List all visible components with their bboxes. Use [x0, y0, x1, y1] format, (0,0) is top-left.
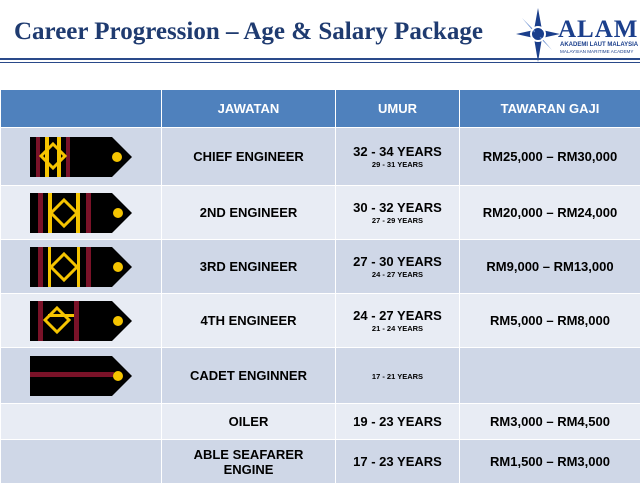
salary-value: RM5,000 – RM8,000 [460, 294, 640, 348]
age-main: 30 - 32 YEARS [336, 200, 459, 215]
alam-logo: ALAM AKADEMI LAUT MALAYSIA MALAYSIAN MAR… [514, 6, 638, 64]
age-sub: 17 - 21 YEARS [336, 372, 459, 381]
title-divider [0, 58, 640, 60]
table-row: CADET ENGINNER 17 - 21 YEARS [1, 348, 640, 404]
4th-engineer-epaulette-icon [26, 300, 136, 342]
epaulette-cell [1, 240, 162, 294]
table-row: OILER 19 - 23 YEARS RM3,000 – RM4,500 [1, 404, 640, 440]
age-main: 32 - 34 YEARS [336, 144, 459, 159]
salary-value [460, 348, 640, 404]
table-header-row: JAWATAN UMUR TAWARAN GAJI [1, 90, 640, 128]
age-sub: 21 - 24 YEARS [336, 324, 459, 333]
page-title: Career Progression – Age & Salary Packag… [14, 18, 483, 46]
table-row: CHIEF ENGINEER 32 - 34 YEARS 29 - 31 YEA… [1, 128, 640, 186]
rank-label: 3RD ENGINEER [162, 240, 336, 294]
2nd-engineer-epaulette-icon [26, 192, 136, 234]
header-umur: UMUR [336, 90, 460, 128]
compass-star-icon [514, 6, 560, 64]
epaulette-cell [1, 186, 162, 240]
rank-label: 2ND ENGINEER [162, 186, 336, 240]
age-cell: 27 - 30 YEARS 24 - 27 YEARS [336, 240, 460, 294]
salary-value: RM1,500 – RM3,000 [460, 440, 640, 484]
age-cell: 17 - 23 YEARS [336, 440, 460, 484]
epaulette-cell [1, 294, 162, 348]
rank-label: ABLE SEAFARER ENGINE [162, 440, 336, 484]
logo-line2: MALAYSIAN MARITIME ACADEMY [560, 49, 633, 54]
header-tawaran-gaji: TAWARAN GAJI [460, 90, 640, 128]
epaulette-cell [1, 348, 162, 404]
table-row: 2ND ENGINEER 30 - 32 YEARS 27 - 29 YEARS… [1, 186, 640, 240]
epaulette-cell [1, 404, 162, 440]
rank-label: CHIEF ENGINEER [162, 128, 336, 186]
rank-label: OILER [162, 404, 336, 440]
title-divider-thin [0, 62, 640, 63]
epaulette-cell [1, 128, 162, 186]
age-main: 24 - 27 YEARS [336, 308, 459, 323]
age-main: 19 - 23 YEARS [336, 414, 459, 429]
age-cell: 24 - 27 YEARS 21 - 24 YEARS [336, 294, 460, 348]
salary-value: RM25,000 – RM30,000 [460, 128, 640, 186]
salary-value: RM9,000 – RM13,000 [460, 240, 640, 294]
header-jawatan: JAWATAN [162, 90, 336, 128]
epaulette-cell [1, 440, 162, 484]
logo-line1: AKADEMI LAUT MALAYSIA [560, 42, 638, 48]
cadet-engineer-epaulette-icon [26, 355, 136, 397]
age-cell: 32 - 34 YEARS 29 - 31 YEARS [336, 128, 460, 186]
header-blank [1, 90, 162, 128]
rank-label: 4TH ENGINEER [162, 294, 336, 348]
logo-brand: ALAM [558, 16, 638, 44]
age-sub: 29 - 31 YEARS [336, 160, 459, 169]
table-row: 4TH ENGINEER 24 - 27 YEARS 21 - 24 YEARS… [1, 294, 640, 348]
table-row: 3RD ENGINEER 27 - 30 YEARS 24 - 27 YEARS… [1, 240, 640, 294]
table-row: ABLE SEAFARER ENGINE 17 - 23 YEARS RM1,5… [1, 440, 640, 484]
salary-value: RM3,000 – RM4,500 [460, 404, 640, 440]
3rd-engineer-epaulette-icon [26, 246, 136, 288]
rank-label: CADET ENGINNER [162, 348, 336, 404]
age-cell: 17 - 21 YEARS [336, 348, 460, 404]
career-table: JAWATAN UMUR TAWARAN GAJI CHIEF ENGINEER… [0, 89, 640, 484]
age-main: 17 - 23 YEARS [336, 454, 459, 469]
age-main: 27 - 30 YEARS [336, 254, 459, 269]
age-cell: 19 - 23 YEARS [336, 404, 460, 440]
age-sub: 27 - 29 YEARS [336, 216, 459, 225]
age-cell: 30 - 32 YEARS 27 - 29 YEARS [336, 186, 460, 240]
age-sub: 24 - 27 YEARS [336, 270, 459, 279]
chief-engineer-epaulette-icon [26, 135, 136, 179]
salary-value: RM20,000 – RM24,000 [460, 186, 640, 240]
